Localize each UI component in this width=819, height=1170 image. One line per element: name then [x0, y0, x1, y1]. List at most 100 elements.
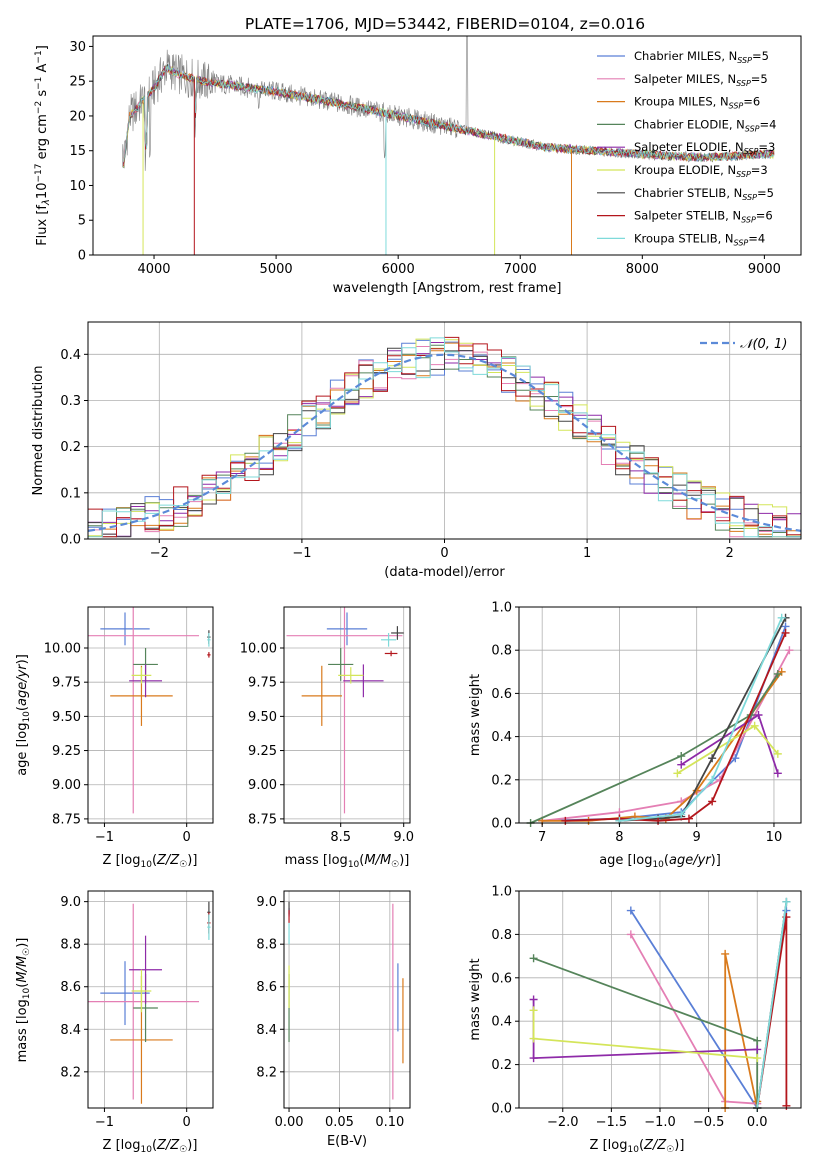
mass-weight-line: [619, 617, 783, 822]
spectrum-panel: 4000 5000 6000 7000 8000 9000 0 5 10 15 20 25 30 wave…: [34, 35, 802, 296]
y-tick-label: 8.6: [256, 980, 277, 995]
y-axis-label: age [log10(age/yr)]: [15, 654, 32, 776]
legend-label: Kroupa STELIB, NSSP=4: [634, 231, 765, 247]
x-tick-label: 1: [583, 546, 591, 561]
y-tick-label: 1.0: [491, 601, 512, 616]
x-tick-label: 4000: [137, 262, 170, 277]
massweight-vs-age-panel: 7 8 9 10 0.0 0.2 0.4 0.6 0.8 1.0 mass weight age [l…: [468, 601, 802, 870]
mass-weight-line: [533, 957, 759, 1108]
y-tick-label: 0.4: [491, 1015, 512, 1030]
legend-label-text: Chabrier STELIB, N: [634, 186, 742, 200]
legend-label-text: Salpeter MILES, N: [634, 72, 736, 86]
x-tick-label: −0.5: [693, 1115, 725, 1130]
x-tick-label: 9.0: [393, 830, 414, 845]
mass-weight-marker: [677, 752, 686, 761]
mass-weight-marker: [529, 1054, 538, 1063]
mass-weight-marker: [782, 1101, 791, 1110]
x-axis-label: mass [log10(M/M☉)]: [285, 853, 410, 870]
mass-weight-marker: [777, 613, 786, 622]
model-spectrum: [123, 64, 775, 163]
y-tick-label: 0.6: [491, 971, 512, 986]
x-axis-label: Z [log10(Z/Z☉)]: [103, 853, 198, 870]
massweight-vs-Z-panel: Z [log10(Z/Z☉)] −2.0 −1.5 −1.0 −0.5 0.0 0.0 0.2…: [468, 885, 802, 1155]
y-tick-label: 10.00: [240, 642, 277, 657]
y-tick-label: 0.2: [491, 773, 512, 788]
legend-nssp: =4: [760, 117, 777, 131]
legend-label: 𝒩(0, 1): [740, 337, 787, 352]
y-tick-label: 8.4: [256, 1023, 277, 1038]
y-tick-label: 15: [69, 144, 86, 159]
y-tick-label: 9.0: [60, 895, 81, 910]
x-tick-label: 7: [538, 830, 546, 845]
y-tick-label: 8.8: [256, 938, 277, 953]
y-tick-label: 0.4: [60, 348, 81, 363]
legend-nssp: =3: [758, 140, 775, 154]
mass-weight-marker: [773, 749, 782, 758]
spectrum-data: [122, 36, 775, 255]
mass-weight-marker: [626, 930, 635, 939]
mass-weight-marker: [673, 769, 682, 778]
x-tick-label: 6000: [382, 262, 415, 277]
legend-label: Kroupa ELODIE, NSSP=3: [634, 163, 768, 179]
y-tick-label: 30: [69, 40, 86, 55]
x-tick-label: 9000: [748, 262, 781, 277]
legend-nssp: =5: [751, 72, 768, 86]
legend-label: Salpeter ELODIE, NSSP=3: [634, 140, 775, 156]
mass-weight-marker: [785, 646, 794, 655]
y-tick-label: 9.00: [248, 778, 277, 793]
mass-vs-EBV-panel: 0.00 0.05 0.10 8.2 8.4 8.6 8.8 9.0 E(B-V): [256, 890, 411, 1149]
x-tick-label: 0.00: [275, 1115, 304, 1130]
legend-nssp: =6: [743, 95, 760, 109]
mass-weight-marker: [529, 954, 538, 963]
y-tick-label: 8.6: [60, 980, 81, 995]
x-tick-label: −1.0: [644, 1115, 676, 1130]
errorbar-data: [288, 901, 404, 1100]
y-tick-label: 0.6: [491, 687, 512, 702]
mass-weight-marker: [529, 995, 538, 1004]
y-tick-label: 9.25: [248, 744, 277, 759]
errorbar-data: [286, 607, 404, 814]
axes-frame: [518, 606, 802, 824]
x-tick-label: −1: [95, 830, 114, 845]
x-tick-label: 10: [766, 830, 783, 845]
y-tick-label: 0.0: [60, 533, 81, 548]
y-tick-label: 0.8: [491, 928, 512, 943]
mass-weight-marker: [782, 897, 791, 906]
x-axis-label: Z [log10(Z/Z☉)]: [103, 1138, 198, 1155]
legend-nssp: =4: [748, 231, 765, 245]
legend-subscript: SSP: [745, 124, 760, 133]
x-tick-label: −1: [95, 1115, 114, 1130]
x-axis-label: wavelength [Angstrom, rest frame]: [333, 281, 562, 296]
y-tick-label: 20: [69, 109, 86, 124]
legend-nssp: =5: [752, 49, 769, 63]
legend-label-text: Chabrier ELODIE, N: [634, 117, 745, 131]
legend-subscript: SSP: [744, 147, 759, 156]
y-tick-label: 8.4: [60, 1023, 81, 1038]
line-series-data: [526, 613, 794, 827]
x-tick-label: 8: [615, 830, 623, 845]
mass-weight-marker: [529, 1006, 538, 1015]
y-tick-label: 9.75: [248, 676, 277, 691]
axes-frame: [87, 890, 214, 1109]
legend-subscript: SSP: [729, 102, 744, 111]
y-tick-label: 9.0: [256, 895, 277, 910]
legend-subscript: SSP: [741, 216, 756, 225]
mass-weight-marker: [708, 797, 717, 806]
x-tick-label: 8.5: [330, 830, 351, 845]
x-axis-label: Z [log10(Z/Z☉)]: [590, 1138, 685, 1155]
x-tick-label: 0: [183, 1115, 191, 1130]
x-tick-label: −2.0: [547, 1115, 579, 1130]
mass-weight-marker: [731, 754, 740, 763]
axes-frame: [283, 606, 411, 824]
mass-weight-marker: [750, 721, 759, 730]
legend-subscript: SSP: [734, 238, 749, 247]
legend-nssp: =6: [756, 209, 773, 223]
legend-nssp: =5: [757, 186, 774, 200]
mass-weight-marker: [773, 769, 782, 778]
mass-weight-marker: [684, 814, 693, 823]
y-tick-label: 0.8: [491, 644, 512, 659]
mass-weight-line: [756, 901, 788, 1109]
y-tick-label: 0.3: [60, 394, 81, 409]
y-tick-label: 0: [78, 249, 86, 264]
